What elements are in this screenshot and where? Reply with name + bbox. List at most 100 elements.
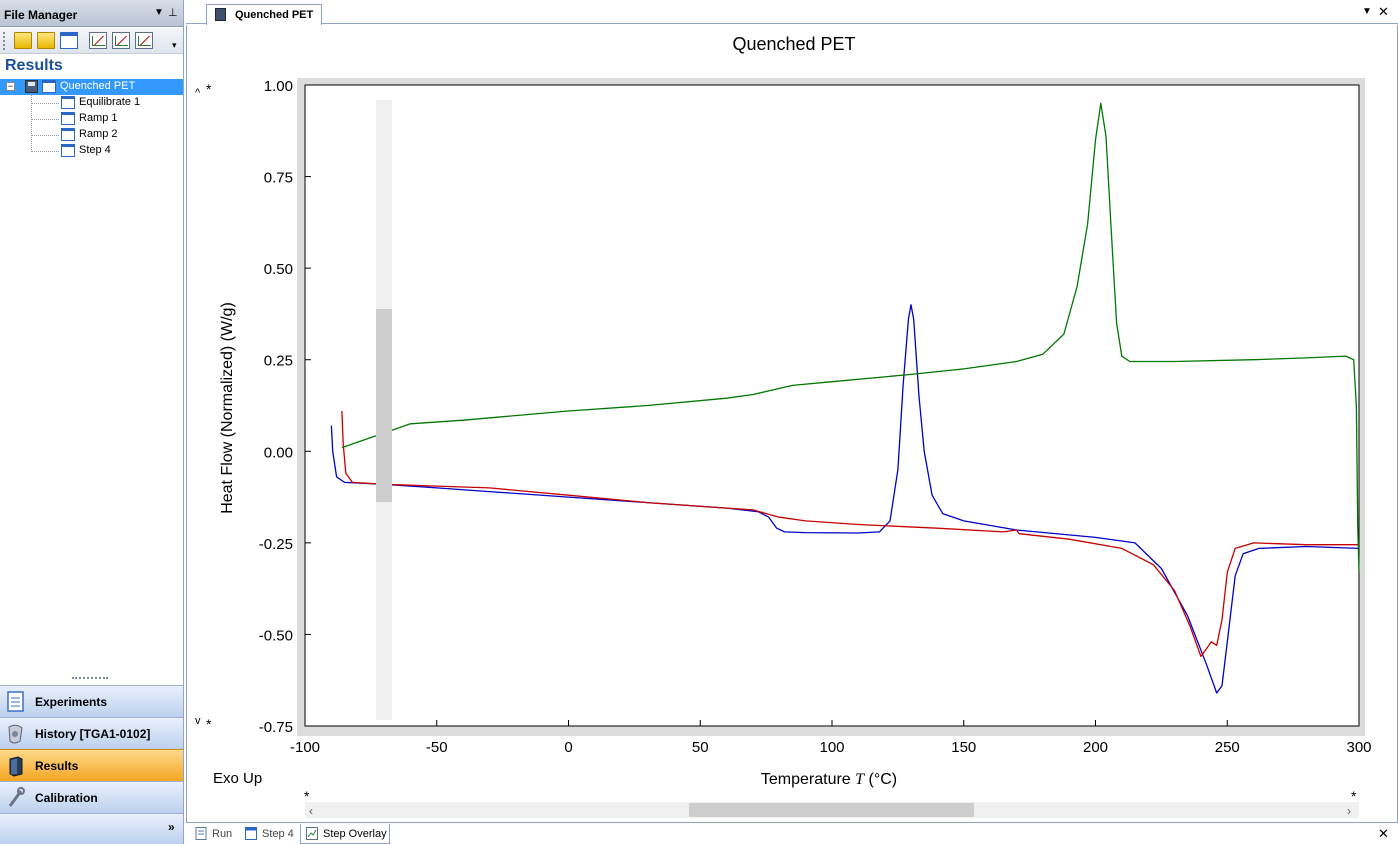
save-disk-icon [25, 80, 38, 93]
close-document-icon[interactable]: ✕ [1378, 4, 1389, 19]
step-table-icon [245, 827, 257, 840]
step-icon [61, 112, 75, 125]
tab-step-4[interactable]: Step 4 [240, 824, 298, 844]
nav-splitter[interactable] [72, 677, 108, 680]
y-tick-label: -0.75 [259, 719, 293, 736]
x-tick-label: 100 [819, 739, 844, 756]
file-manager-panel: File Manager ▼ ⊥ ▾ Results − Quenched PE… [0, 0, 184, 844]
x-autoscale-left-icon[interactable]: * [304, 788, 310, 804]
nav-history[interactable]: History [TGA1-0102] [0, 717, 183, 749]
nav-footer: » [0, 813, 183, 844]
open-folder-icon[interactable] [37, 32, 55, 49]
x-scrollbar-thumb[interactable] [689, 803, 974, 817]
results-heading: Results [5, 57, 63, 74]
y-scrollbar[interactable] [376, 100, 392, 720]
x-axis-label: Temperature T (°C) [761, 771, 897, 788]
y-tick-label: 0.00 [264, 444, 293, 461]
y-axis-label: Heat Flow (Normalized) (W/g) [219, 302, 236, 514]
nav-experiments-label: Experiments [35, 695, 108, 709]
overlay-plot-icon[interactable] [112, 32, 130, 49]
y-tick-label: 0.25 [264, 353, 293, 370]
view-tabs: Run Step 4 Step Overlay ✕ [186, 822, 1398, 844]
y-scroll-up-icon[interactable]: ^ [195, 87, 201, 99]
series-group [330, 102, 1360, 694]
tab-list-dropdown-icon[interactable]: ▼ [1362, 6, 1372, 17]
dsc-chart[interactable]: Quenched PET 1.00 0.75 0.50 0.25 0.00 -0.25 -0… [187, 25, 1397, 822]
expand-nav-icon[interactable]: » [168, 820, 175, 834]
document-tab-label: Quenched PET [235, 9, 314, 21]
tree-item-equilibrate[interactable]: Equilibrate 1 [0, 95, 183, 111]
collapse-icon[interactable]: − [6, 81, 15, 91]
tree-item-label: Ramp 2 [79, 128, 118, 140]
new-window-icon[interactable] [60, 32, 78, 49]
file-manager-title: File Manager [4, 8, 78, 22]
y-scroll-down-icon[interactable]: v [195, 715, 201, 727]
y-autoscale-bottom-icon[interactable]: * [206, 716, 212, 732]
tab-step-overlay[interactable]: Step Overlay [300, 824, 390, 844]
pin-icon[interactable]: ⊥ [168, 7, 178, 19]
x-axis-label-variable: T [855, 771, 865, 788]
tree-item-ramp-1[interactable]: Ramp 1 [0, 111, 183, 127]
x-axis-label-unit: (°C) [869, 771, 898, 788]
file-manager-header: File Manager ▼ ⊥ [0, 0, 183, 27]
tree-item-step-4[interactable]: Step 4 [0, 143, 183, 159]
run-icon [195, 827, 207, 840]
series-line-equilibrate-cooling[interactable] [341, 102, 1360, 573]
document-area: Quenched PET ▼ ✕ Quenched PET 1.00 0.75 0.… [186, 0, 1398, 844]
document-tabbar: Quenched PET ▼ ✕ [186, 0, 1398, 25]
y-tick-label: 0.50 [264, 261, 293, 278]
overlay-chart-icon [306, 827, 318, 840]
tree-item-label: Equilibrate 1 [79, 96, 141, 108]
nav-calibration[interactable]: Calibration [0, 781, 183, 813]
x-scroll-left-icon[interactable]: ‹ [309, 804, 313, 818]
tree-item-label: Ramp 1 [79, 112, 118, 124]
plot-icon[interactable] [89, 32, 107, 49]
series-line-ramp-2[interactable] [341, 410, 1359, 658]
tab-step-overlay-label: Step Overlay [323, 828, 387, 840]
chart-frame: Quenched PET 1.00 0.75 0.50 0.25 0.00 -0.25 -0… [186, 25, 1398, 822]
nav-history-label: History [TGA1-0102] [35, 727, 151, 741]
x-scroll-right-icon[interactable]: › [1347, 804, 1351, 818]
nav-results[interactable]: Results [0, 749, 183, 781]
plot-area [304, 84, 1360, 727]
step-icon [61, 144, 75, 157]
toolbar-grip[interactable] [3, 32, 6, 50]
plot-settings-icon[interactable] [135, 32, 153, 49]
tree-connector [31, 94, 32, 150]
y-tick-label: 0.75 [264, 170, 293, 187]
nav-experiments[interactable]: Experiments [0, 685, 183, 717]
step-icon [61, 96, 75, 109]
x-tick-label: 50 [692, 739, 709, 756]
results-doc-icon [215, 8, 226, 21]
x-axis-label-main: Temperature [761, 771, 851, 788]
tree-root-label: Quenched PET [60, 80, 136, 92]
exo-up-label: Exo Up [213, 770, 262, 787]
nav-calibration-label: Calibration [35, 791, 98, 805]
panel-dropdown-icon[interactable]: ▼ [154, 7, 164, 18]
tree-root-item[interactable]: − Quenched PET [0, 79, 183, 95]
x-tick-label: 150 [951, 739, 976, 756]
tree-item-ramp-2[interactable]: Ramp 2 [0, 127, 183, 143]
x-autoscale-right-icon[interactable]: * [1351, 788, 1357, 804]
results-icon [9, 756, 23, 777]
y-autoscale-top-icon[interactable]: * [206, 81, 212, 97]
document-tab[interactable]: Quenched PET [206, 4, 322, 25]
experiments-icon [7, 691, 24, 712]
y-tick-label: -0.50 [259, 627, 293, 644]
y-scrollbar-thumb[interactable] [376, 309, 392, 502]
series-line-ramp-1[interactable] [330, 304, 1360, 694]
x-tick-label: -50 [426, 739, 448, 756]
calibration-icon [8, 787, 25, 807]
x-tick-label: 300 [1346, 739, 1371, 756]
x-tick-label: -100 [290, 739, 320, 756]
document-icon [42, 80, 56, 93]
x-tick-label: 250 [1215, 739, 1240, 756]
close-view-icon[interactable]: ✕ [1378, 826, 1389, 841]
history-icon [8, 724, 23, 744]
tab-run[interactable]: Run [190, 824, 238, 844]
toolbar-overflow-icon[interactable]: ▾ [172, 40, 177, 50]
file-manager-toolbar: ▾ [0, 28, 183, 54]
open-file-icon[interactable] [14, 32, 32, 49]
tree-branch [31, 119, 59, 120]
nav-results-label: Results [35, 759, 79, 773]
